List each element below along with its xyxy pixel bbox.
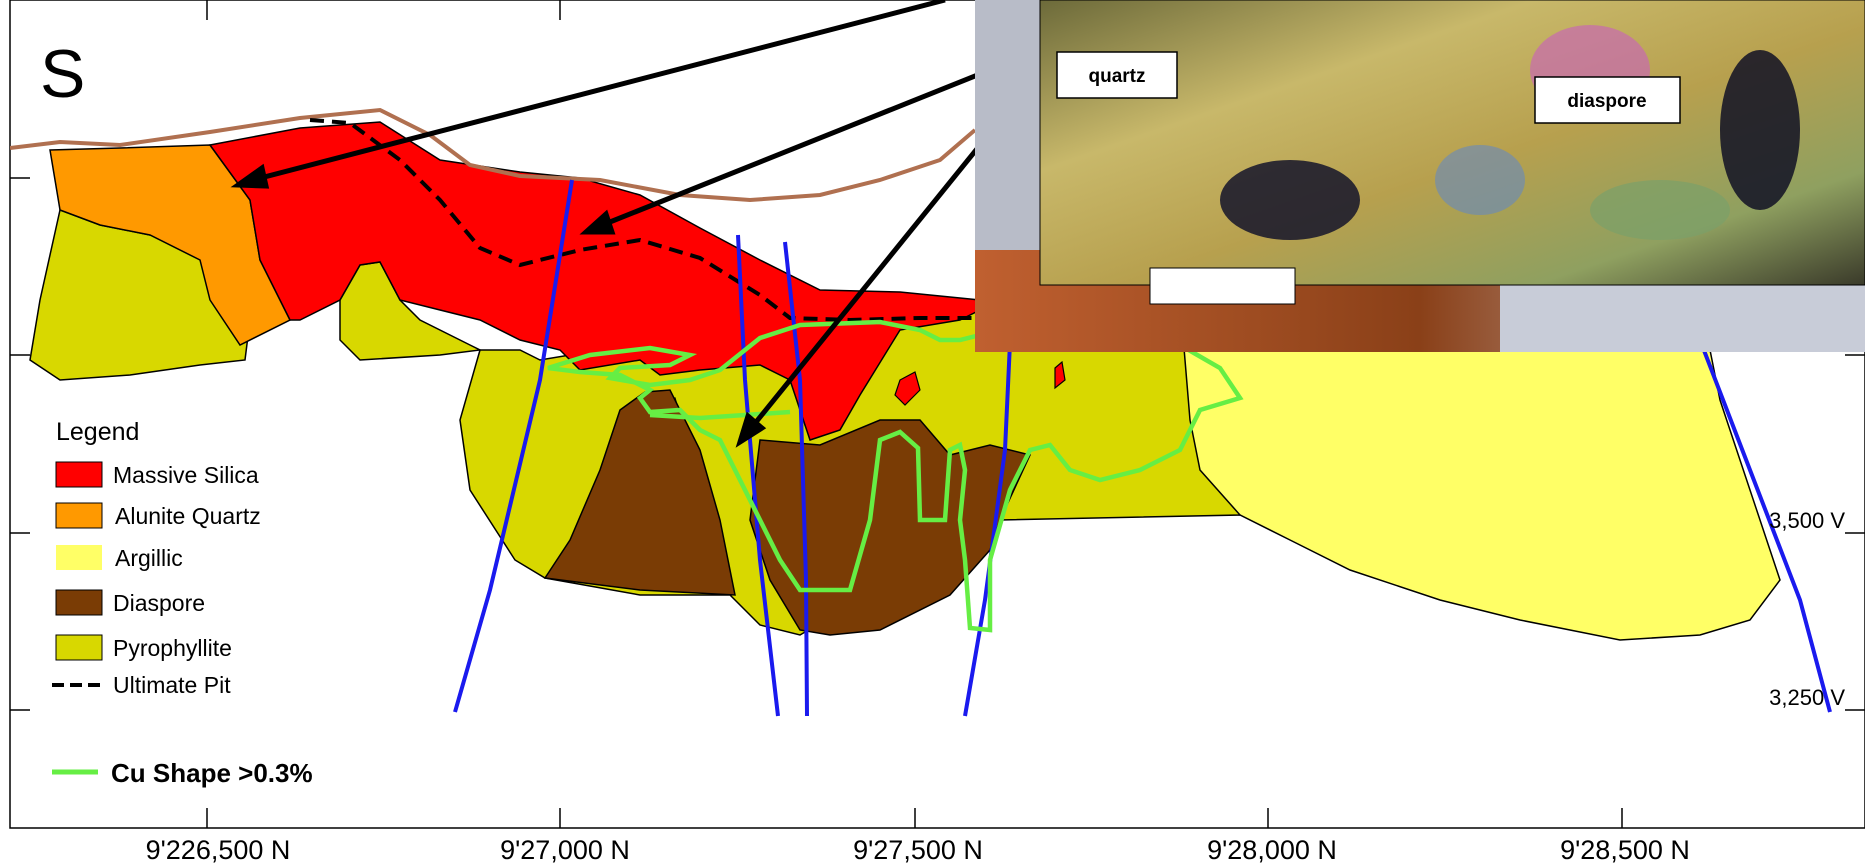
northing-label: 9'27,500 N (853, 835, 983, 865)
inset-photo-lower-right (1500, 280, 1865, 352)
arrow-to-silica (594, 47, 1041, 231)
inset-dark-grain (1220, 160, 1360, 240)
inset-photo-left-strip (975, 0, 1045, 250)
northing-label: 9'28,500 N (1560, 835, 1690, 865)
ultimate-pit-line (309, 118, 980, 323)
cu-shape-outline (649, 409, 791, 421)
arrow-head (579, 209, 616, 235)
legend-label-ultimate-pit: Ultimate Pit (113, 672, 231, 698)
pointer-arrows (230, 0, 1067, 448)
legend-label-massive-silica: Massive Silica (113, 462, 259, 488)
legend-swatch-diaspore (55, 589, 103, 616)
arrow-head (735, 411, 767, 448)
legend-title: Legend (56, 418, 139, 446)
legend-swatch-massive-silica (55, 461, 103, 488)
arrow-to-alunite (244, 0, 946, 185)
legend-label-argillic: Argillic (115, 545, 183, 571)
elevation-label: 3,500 V (1769, 508, 1845, 533)
massive-silica-fragment (894, 371, 921, 406)
drillholes (453, 179, 1832, 717)
arrow-head (230, 163, 270, 189)
legend-swatch-argillic (56, 545, 102, 570)
inset-partial-label-box (1149, 267, 1296, 305)
diaspore-label-box (1534, 76, 1681, 124)
quartz-label: quartz (1089, 66, 1146, 87)
inset-colour-grain (1590, 180, 1730, 240)
inset-colour-grain (1435, 145, 1525, 215)
drillhole (736, 234, 780, 717)
section-letter: S (40, 36, 85, 112)
legend-label-diaspore: Diaspore (113, 590, 205, 616)
quartz-label-box (1056, 51, 1178, 99)
inset-dark-grain (1720, 50, 1800, 210)
drillhole (453, 179, 574, 713)
northing-label: 9'226,500 N (146, 835, 291, 865)
elevation-label: 3,250 V (1769, 685, 1845, 710)
legend-label-pyrophyllite: Pyrophyllite (113, 635, 232, 661)
diaspore-label: diaspore (1567, 91, 1646, 112)
drillhole (783, 241, 809, 717)
drillhole (963, 299, 1014, 717)
drillhole (1698, 339, 1832, 713)
diaspore-zone (543, 389, 736, 596)
legend-swatch-alunite-quartz (55, 502, 103, 529)
massive-silica-fragment (1054, 360, 1066, 390)
northing-axis: 9'226,500 N 9'27,000 N 9'27,500 N 9'28,0… (146, 835, 1690, 865)
legend-label-cu-shape: Cu Shape >0.3% (111, 758, 313, 788)
thin-section-inset: quartz diaspore (975, 0, 1865, 352)
northing-label: 9'27,000 N (500, 835, 630, 865)
topography-line (10, 107, 977, 203)
northing-label: 9'28,000 N (1207, 835, 1337, 865)
legend: Legend Massive Silica Alunite Quartz Arg… (52, 418, 313, 788)
legend-label-alunite-quartz: Alunite Quartz (115, 503, 261, 529)
frame-ticks (10, 0, 1865, 828)
cu-shape-outline (547, 319, 1244, 633)
legend-swatch-pyrophyllite (55, 634, 103, 661)
